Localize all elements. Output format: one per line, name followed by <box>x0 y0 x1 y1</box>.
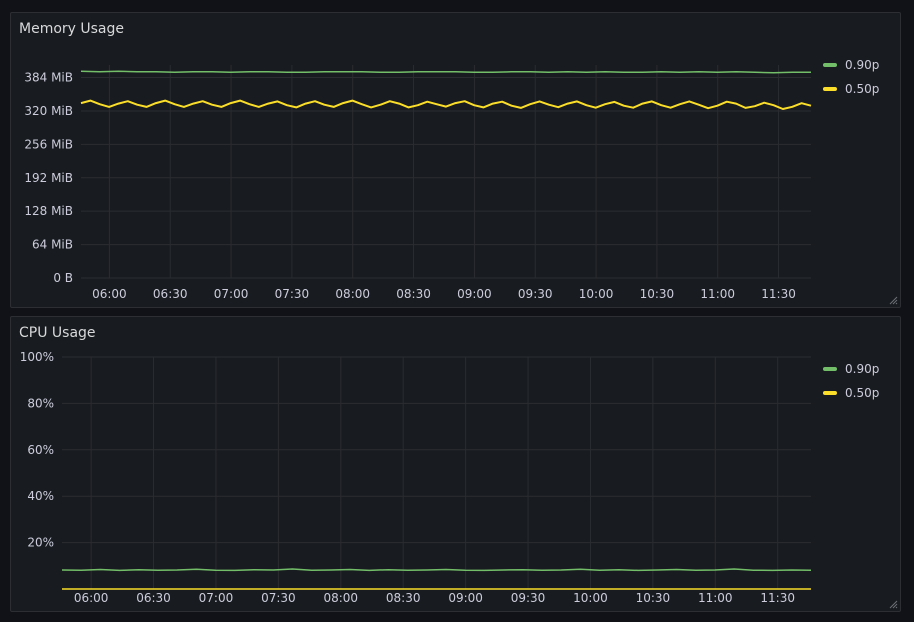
x-tick-label: 09:00 <box>457 287 492 301</box>
y-tick-label: 80% <box>27 396 54 410</box>
cpu-panel-title[interactable]: CPU Usage <box>19 325 96 341</box>
cpu-legend: 0.90p 0.50p <box>823 362 880 411</box>
legend-label: 0.50p <box>845 82 880 96</box>
memory-panel-title[interactable]: Memory Usage <box>19 21 125 37</box>
x-tick-label: 06:00 <box>74 591 109 605</box>
x-tick-label: 06:30 <box>153 287 188 301</box>
x-tick-label: 07:00 <box>199 591 234 605</box>
legend-swatch-p50 <box>823 391 837 395</box>
x-tick-label: 10:00 <box>573 591 608 605</box>
y-tick-label: 192 MiB <box>24 171 73 185</box>
x-tick-label: 10:30 <box>636 591 671 605</box>
x-tick-label: 07:30 <box>275 287 310 301</box>
legend-label: 0.90p <box>845 58 880 72</box>
legend-item-p50[interactable]: 0.50p <box>823 82 880 96</box>
legend-swatch-p50 <box>823 87 837 91</box>
x-tick-label: 06:30 <box>136 591 171 605</box>
y-tick-label: 256 MiB <box>24 137 73 151</box>
y-tick-label: 100% <box>20 350 54 364</box>
y-tick-label: 0 B <box>53 271 73 285</box>
x-tick-label: 09:30 <box>511 591 546 605</box>
x-tick-label: 07:30 <box>261 591 296 605</box>
y-tick-label: 40% <box>27 489 54 503</box>
y-tick-label: 20% <box>27 536 54 550</box>
x-tick-label: 07:00 <box>214 287 249 301</box>
x-tick-label: 09:30 <box>518 287 553 301</box>
cpu-usage-panel: CPU Usage 20% 40% 60% 80% 100% 06:00 06:30 07:0… <box>10 316 901 612</box>
series-line-0.50p[interactable] <box>80 99 812 110</box>
legend-swatch-p90 <box>823 367 837 371</box>
cpu-usage-chart: 20% 40% 60% 80% 100% 06:00 06:30 07:00 07:30 08:0… <box>20 350 812 605</box>
x-tick-label: 10:30 <box>640 287 675 301</box>
y-tick-label: 320 MiB <box>24 104 73 118</box>
x-tick-label: 08:30 <box>386 591 421 605</box>
x-tick-label: 08:30 <box>396 287 431 301</box>
legend-item-p90[interactable]: 0.90p <box>823 362 880 376</box>
legend-label: 0.90p <box>845 362 880 376</box>
memory-usage-chart: 0 B 64 MiB 128 MiB 192 MiB 256 MiB 320 MiB 384… <box>24 65 812 301</box>
y-tick-label: 60% <box>27 443 54 457</box>
x-tick-label: 10:00 <box>579 287 614 301</box>
legend-swatch-p90 <box>823 63 837 67</box>
x-tick-label: 08:00 <box>323 591 358 605</box>
memory-legend: 0.90p 0.50p <box>823 58 880 107</box>
resize-handle-icon[interactable] <box>888 599 898 609</box>
x-tick-label: 09:00 <box>448 591 483 605</box>
resize-handle-icon[interactable] <box>888 295 898 305</box>
memory-usage-panel: Memory Usage 0 B 64 MiB 128 MiB 192 MiB 256 … <box>10 12 901 308</box>
y-tick-label: 128 MiB <box>24 204 73 218</box>
x-tick-label: 08:00 <box>335 287 370 301</box>
series-line-0.90p[interactable] <box>61 568 812 572</box>
legend-item-p90[interactable]: 0.90p <box>823 58 880 72</box>
x-tick-label: 06:00 <box>92 287 127 301</box>
x-tick-label: 11:00 <box>700 287 735 301</box>
y-tick-label: 64 MiB <box>32 238 73 252</box>
x-tick-label: 11:30 <box>761 287 796 301</box>
legend-item-p50[interactable]: 0.50p <box>823 386 880 400</box>
y-tick-label: 384 MiB <box>24 71 73 85</box>
series-line-0.90p[interactable] <box>80 70 811 74</box>
legend-label: 0.50p <box>845 386 880 400</box>
x-tick-label: 11:30 <box>760 591 795 605</box>
x-tick-label: 11:00 <box>698 591 733 605</box>
